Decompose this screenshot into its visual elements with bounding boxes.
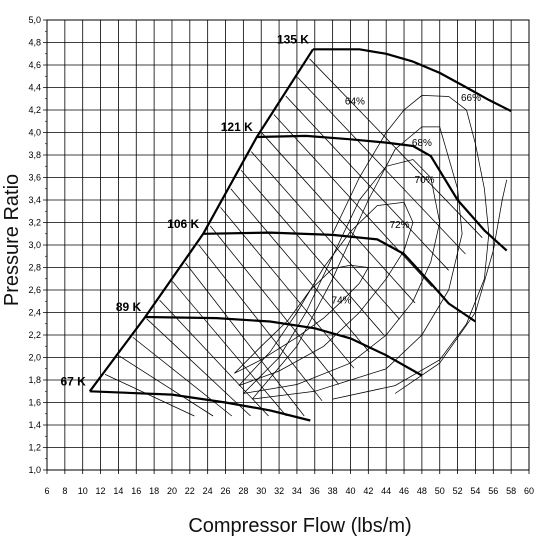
y-tick-label: 5,0 [28,15,41,25]
y-tick-labels: 1,0 1,2 1,4 1,6 1,8 2,0 2,2 2,4 2,6 2,8 3,0 3,2 3,4 3… [28,15,41,475]
efficiency-island-64 [394,179,508,394]
speed-hatch-line [132,336,233,417]
x-tick-labels: 6 8 10 12 14 16 18 20 22 24 26 28 30 32 34 36 38 40 42 44 46… [44,486,534,496]
efficiency-island-72 [238,201,414,386]
x-tick-label: 58 [506,486,516,496]
x-tick-label: 54 [470,486,480,496]
speed-hatch-line [185,262,305,417]
efficiency-islands [234,95,508,400]
x-tick-label: 6 [44,486,49,496]
y-tick-label: 4,6 [28,60,41,70]
y-tick-label: 1,4 [28,420,41,430]
x-tick-label: 20 [167,486,177,496]
efficiency-label: 70% [415,175,435,186]
y-tick-label: 2,6 [28,285,41,295]
x-tick-label: 52 [453,486,463,496]
x-tick-label: 18 [149,486,159,496]
x-tick-label: 32 [274,486,284,496]
speed-hatch-line [297,77,466,255]
surge-line [88,48,314,392]
efficiency-island-70 [243,159,441,394]
speed-hatch-line [209,225,340,385]
speed-line-106k [203,231,477,323]
speed-line-135k [313,48,512,113]
y-tick-label: 2,2 [28,330,41,340]
efficiency-island-74 [234,264,369,374]
speed-hatch-line [159,299,269,417]
speed-line-89k [145,315,423,377]
x-tick-label: 44 [381,486,391,496]
efficiency-island-66 [332,95,490,400]
grid [43,19,530,474]
y-tick-label: 3,6 [28,173,41,183]
x-tick-label: 34 [292,486,302,496]
x-tick-label: 36 [310,486,320,496]
efficiency-label: 68% [412,138,432,149]
x-tick-label: 48 [417,486,427,496]
y-tick-label: 2,0 [28,353,41,363]
y-tick-label: 3,2 [28,218,41,228]
speed-label: 135 K [277,32,309,46]
speed-hatch-line [146,318,251,417]
speed-hatch-line [240,169,385,336]
efficiency-label: 72% [390,220,410,231]
efficiency-label: 74% [332,296,352,307]
x-tick-label: 16 [131,486,141,496]
y-tick-label: 2,4 [28,308,41,318]
x-tick-label: 24 [203,486,213,496]
speed-hatch-lines [104,58,483,417]
speed-line-67k [89,390,311,422]
speed-label: 106 K [167,217,199,231]
y-tick-label: 1,0 [28,465,41,475]
speed-hatch-line [198,244,323,402]
y-tick-label: 3,4 [28,195,41,205]
x-tick-label: 38 [328,486,338,496]
speed-label: 67 K [60,374,86,388]
x-tick-label: 50 [435,486,445,496]
speed-lines [88,48,512,422]
y-tick-label: 4,0 [28,128,41,138]
y-tick-label: 1,8 [28,375,41,385]
y-tick-label: 2,8 [28,263,41,273]
y-tick-label: 4,2 [28,105,41,115]
speed-hatch-line [104,374,195,417]
efficiency-label: 66% [461,93,481,104]
x-tick-label: 42 [363,486,373,496]
x-tick-label: 12 [96,486,106,496]
y-axis-label: Pressure Ratio [1,174,23,306]
efficiency-label: 64% [345,96,365,107]
y-tick-label: 3,8 [28,150,41,160]
x-tick-label: 14 [113,486,123,496]
speed-hatch-line [285,95,449,271]
x-tick-label: 60 [524,486,534,496]
speed-line-121k [256,134,508,252]
x-tick-label: 56 [488,486,498,496]
y-tick-label: 4,8 [28,38,41,48]
y-tick-label: 4,4 [28,83,41,93]
speed-hatch-line [118,355,214,417]
y-tick-label: 3,0 [28,240,41,250]
labels: 67 K 89 K 106 K 121 K 135 K 64% 66% 68% 70% 72% 74… [60,32,481,388]
x-tick-label: 28 [238,486,248,496]
x-tick-label: 40 [345,486,355,496]
speed-hatch-line [172,281,287,417]
x-tick-label: 10 [78,486,88,496]
x-tick-label: 8 [62,486,67,496]
speed-label: 89 K [116,300,142,314]
y-tick-label: 1,2 [28,443,41,453]
x-tick-label: 26 [221,486,231,496]
x-tick-label: 46 [399,486,409,496]
x-tick-label: 22 [185,486,195,496]
speed-label: 121 K [221,120,253,134]
x-axis-label: Compressor Flow (lbs/m) [188,515,411,537]
x-tick-label: 30 [256,486,266,496]
efficiency-island-68 [252,126,463,400]
y-tick-label: 1,6 [28,398,41,408]
speed-hatch-line [273,114,433,287]
speed-hatch-line [261,132,416,304]
speed-hatch-line [230,188,370,353]
